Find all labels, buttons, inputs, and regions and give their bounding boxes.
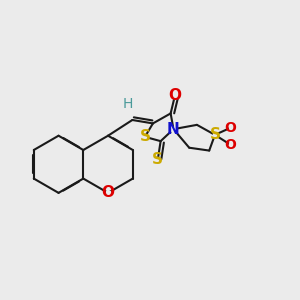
Text: S: S <box>209 128 220 142</box>
Text: S: S <box>140 129 150 144</box>
Bar <box>229 126 233 129</box>
Bar <box>143 135 147 139</box>
Text: O: O <box>225 121 237 135</box>
Bar <box>229 143 233 147</box>
Bar <box>156 158 160 162</box>
Bar <box>171 127 176 131</box>
Bar <box>213 133 217 137</box>
Text: O: O <box>101 185 115 200</box>
Bar <box>173 94 177 98</box>
Bar <box>126 103 130 106</box>
Bar <box>106 191 110 195</box>
Text: S: S <box>152 152 163 167</box>
Text: O: O <box>225 138 237 152</box>
Text: O: O <box>168 88 182 103</box>
Text: H: H <box>123 97 133 111</box>
Text: N: N <box>167 122 180 136</box>
